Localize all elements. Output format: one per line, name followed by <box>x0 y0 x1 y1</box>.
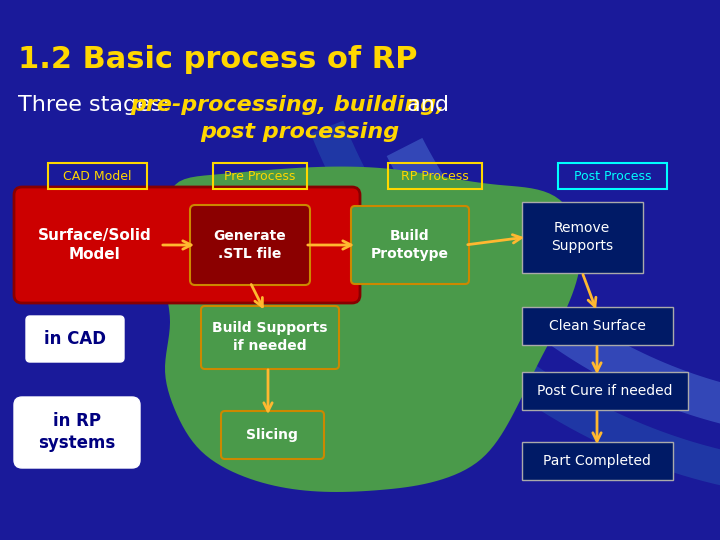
FancyBboxPatch shape <box>190 205 310 285</box>
Text: Three stages:: Three stages: <box>18 95 184 115</box>
PathPatch shape <box>387 138 720 434</box>
FancyBboxPatch shape <box>221 411 324 459</box>
Text: Build
Prototype: Build Prototype <box>371 229 449 261</box>
Text: Post Process: Post Process <box>574 170 652 183</box>
Text: 1.2 Basic process of RP: 1.2 Basic process of RP <box>18 45 418 74</box>
Text: Clean Surface: Clean Surface <box>549 319 645 333</box>
Text: RP Process: RP Process <box>401 170 469 183</box>
Text: Part Completed: Part Completed <box>543 454 651 468</box>
Text: Remove
Supports: Remove Supports <box>551 221 613 253</box>
Text: Post Cure if needed: Post Cure if needed <box>537 384 672 398</box>
FancyBboxPatch shape <box>351 206 469 284</box>
Text: CAD Model: CAD Model <box>63 170 132 183</box>
FancyBboxPatch shape <box>522 372 688 410</box>
Text: Pre Process: Pre Process <box>225 170 296 183</box>
Text: Slicing: Slicing <box>246 428 298 442</box>
FancyBboxPatch shape <box>522 202 643 273</box>
Text: in CAD: in CAD <box>44 330 106 348</box>
FancyBboxPatch shape <box>522 307 673 345</box>
Polygon shape <box>165 166 581 492</box>
Text: Generate
.STL file: Generate .STL file <box>214 229 287 261</box>
FancyBboxPatch shape <box>14 187 360 303</box>
FancyBboxPatch shape <box>14 397 140 468</box>
Text: and: and <box>400 95 449 115</box>
Text: post processing: post processing <box>200 122 399 142</box>
Text: Surface/Solid
Model: Surface/Solid Model <box>38 227 152 262</box>
FancyBboxPatch shape <box>201 306 339 369</box>
FancyBboxPatch shape <box>26 316 124 362</box>
Text: in RP
systems: in RP systems <box>38 412 116 452</box>
Text: pre-processing, building,: pre-processing, building, <box>130 95 445 115</box>
PathPatch shape <box>311 120 720 499</box>
FancyBboxPatch shape <box>522 442 673 480</box>
Text: Build Supports
if needed: Build Supports if needed <box>212 321 328 353</box>
